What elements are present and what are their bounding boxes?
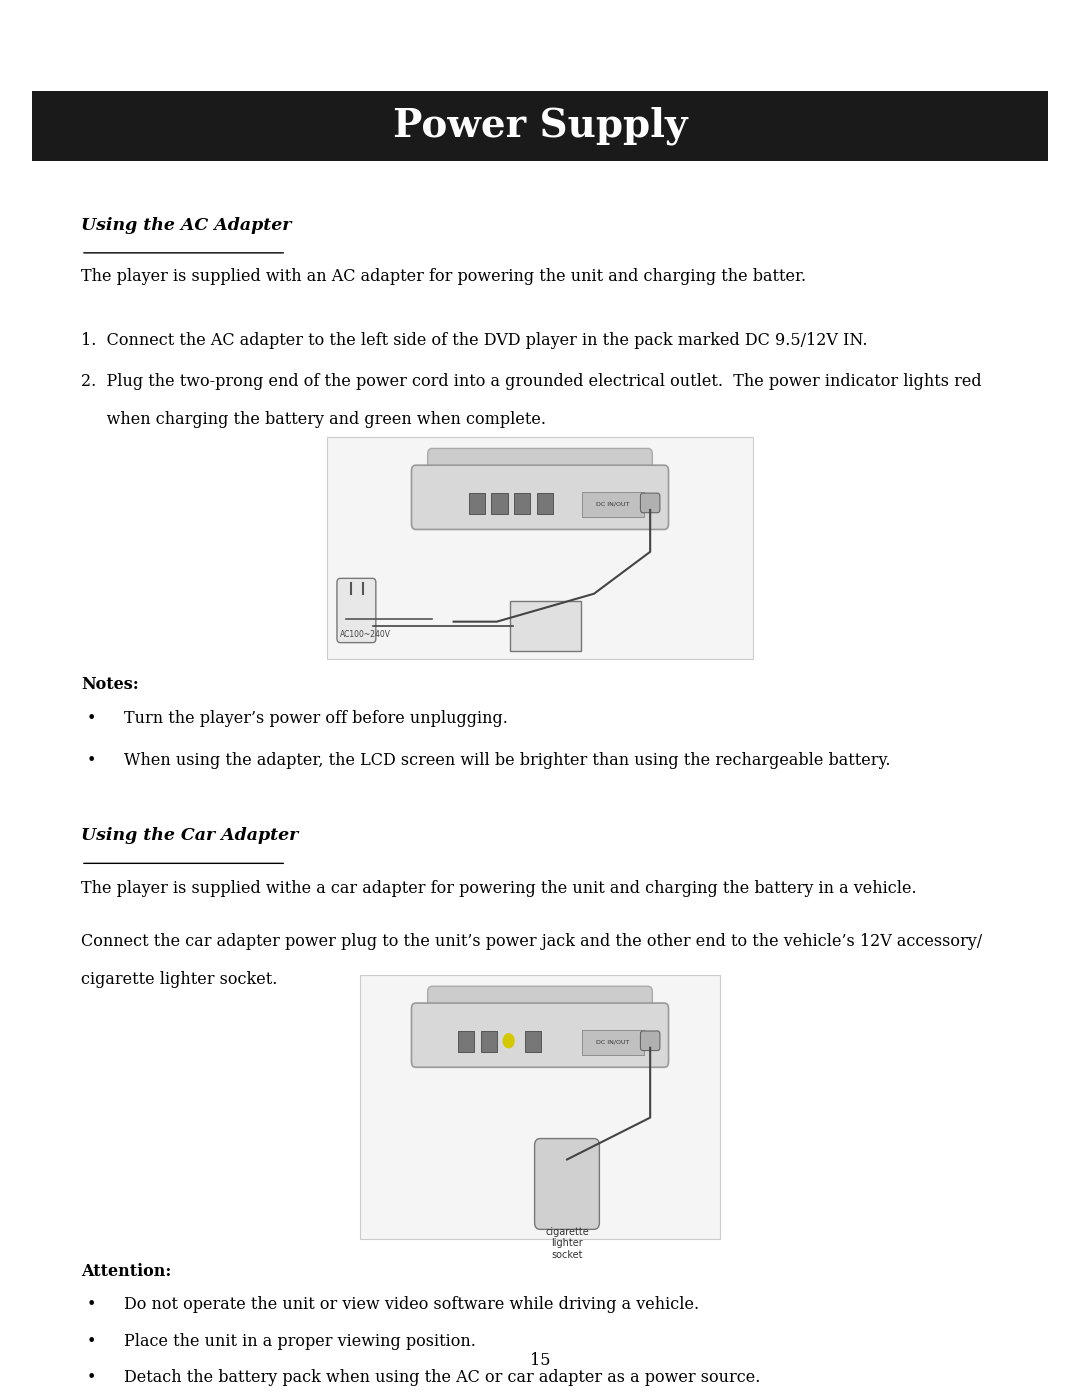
Text: When using the adapter, the LCD screen will be brighter than using the rechargea: When using the adapter, the LCD screen w…: [124, 752, 891, 768]
Text: •: •: [86, 1296, 96, 1313]
FancyBboxPatch shape: [640, 493, 660, 513]
Text: DC IN/OUT: DC IN/OUT: [596, 1039, 629, 1045]
Text: when charging the battery and green when complete.: when charging the battery and green when…: [81, 411, 546, 427]
FancyBboxPatch shape: [327, 437, 753, 659]
FancyBboxPatch shape: [582, 1030, 644, 1055]
Text: cigarette
lighter
socket: cigarette lighter socket: [545, 1227, 589, 1260]
FancyBboxPatch shape: [537, 493, 553, 514]
FancyBboxPatch shape: [428, 986, 652, 1014]
Text: •: •: [86, 1333, 96, 1350]
Text: The player is supplied with an AC adapter for powering the unit and charging the: The player is supplied with an AC adapte…: [81, 268, 806, 285]
Text: Do not operate the unit or view video software while driving a vehicle.: Do not operate the unit or view video so…: [124, 1296, 700, 1313]
Text: The player is supplied withe a car adapter for powering the unit and charging th: The player is supplied withe a car adapt…: [81, 880, 917, 897]
Text: •: •: [86, 1369, 96, 1386]
Text: •: •: [86, 752, 96, 768]
FancyBboxPatch shape: [491, 493, 508, 514]
Text: Power Supply: Power Supply: [393, 106, 687, 145]
FancyBboxPatch shape: [337, 578, 376, 643]
FancyBboxPatch shape: [510, 601, 581, 651]
Text: Using the Car Adapter: Using the Car Adapter: [81, 827, 298, 844]
Text: •: •: [86, 710, 96, 726]
Text: Connect the car adapter power plug to the unit’s power jack and the other end to: Connect the car adapter power plug to th…: [81, 933, 982, 950]
Circle shape: [503, 1034, 514, 1048]
Text: Attention:: Attention:: [81, 1263, 172, 1280]
Text: 2.  Plug the two-prong end of the power cord into a grounded electrical outlet. : 2. Plug the two-prong end of the power c…: [81, 373, 982, 390]
FancyBboxPatch shape: [525, 1031, 541, 1052]
FancyBboxPatch shape: [640, 1031, 660, 1051]
Text: Turn the player’s power off before unplugging.: Turn the player’s power off before unplu…: [124, 710, 508, 726]
FancyBboxPatch shape: [428, 448, 652, 476]
FancyBboxPatch shape: [582, 492, 644, 517]
FancyBboxPatch shape: [469, 493, 485, 514]
FancyBboxPatch shape: [535, 1139, 599, 1229]
FancyBboxPatch shape: [514, 493, 530, 514]
FancyBboxPatch shape: [481, 1031, 497, 1052]
Text: DC IN/OUT: DC IN/OUT: [596, 502, 629, 507]
FancyBboxPatch shape: [411, 1003, 669, 1067]
FancyBboxPatch shape: [32, 91, 1048, 161]
FancyBboxPatch shape: [411, 465, 669, 529]
Text: AC100~240V: AC100~240V: [340, 630, 391, 638]
Text: cigarette lighter socket.: cigarette lighter socket.: [81, 971, 278, 988]
FancyBboxPatch shape: [458, 1031, 474, 1052]
Text: Notes:: Notes:: [81, 676, 138, 693]
Text: 15: 15: [530, 1352, 550, 1369]
FancyBboxPatch shape: [360, 975, 720, 1239]
Text: Place the unit in a proper viewing position.: Place the unit in a proper viewing posit…: [124, 1333, 476, 1350]
Text: Using the AC Adapter: Using the AC Adapter: [81, 217, 292, 233]
Text: Detach the battery pack when using the AC or car adapter as a power source.: Detach the battery pack when using the A…: [124, 1369, 760, 1386]
Text: 1.  Connect the AC adapter to the left side of the DVD player in the pack marked: 1. Connect the AC adapter to the left si…: [81, 332, 867, 349]
